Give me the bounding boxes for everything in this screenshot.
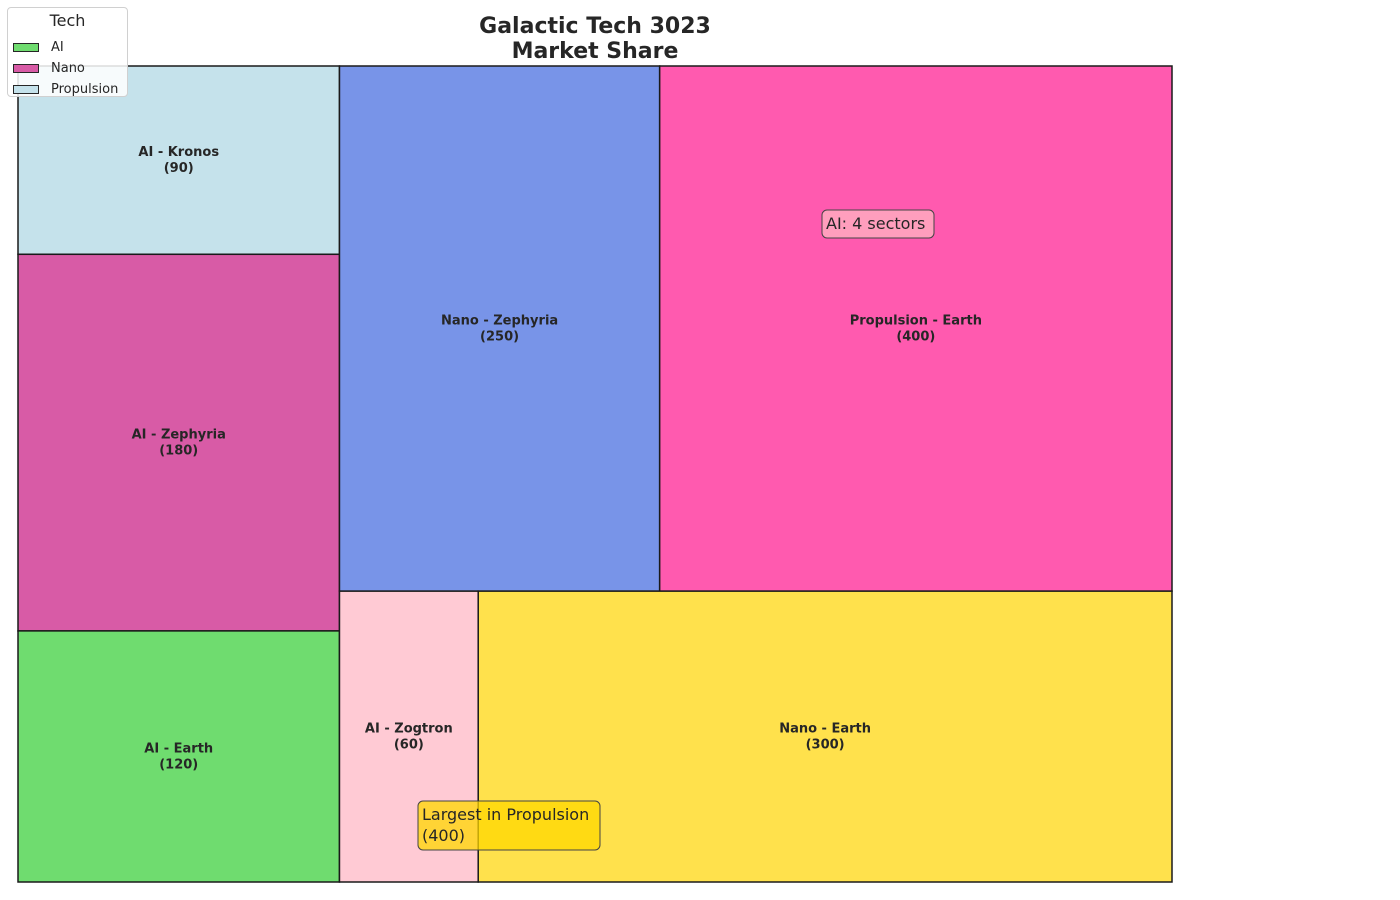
legend: Tech AI Nano Propulsion: [7, 7, 128, 97]
treemap-value-ai-earth: (120): [159, 757, 198, 772]
annotation-text-2-2: (400): [422, 826, 465, 845]
chart-title: Galactic Tech 3023 Market Share: [395, 14, 795, 64]
annotation-text-1-1: AI: 4 sectors: [826, 214, 925, 233]
legend-label-propulsion: Propulsion: [51, 82, 119, 97]
legend-swatch-nano: [13, 64, 39, 73]
chart-title-line-1: Galactic Tech 3023: [479, 14, 711, 39]
treemap-value-ai-kronos: (90): [164, 161, 194, 176]
treemap-rect-ai-earth: [17, 630, 341, 883]
treemap-cell-ai-zephyria: AI - Zephyria(180): [17, 253, 341, 632]
treemap-label-ai-zephyria: AI - Zephyria: [132, 428, 226, 443]
legend-label-nano: Nano: [51, 61, 85, 76]
legend-title: Tech: [49, 11, 86, 30]
treemap-label-ai-zogtron: AI - Zogtron: [365, 722, 453, 737]
treemap-value-nano-zephyria: (250): [480, 330, 519, 345]
annotation-text-2-1: Largest in Propulsion: [422, 805, 589, 824]
treemap-value-ai-zephyria: (180): [159, 444, 198, 459]
treemap-rect-nano-zephyria: [338, 65, 661, 592]
treemap-value-nano-earth: (300): [806, 738, 845, 753]
legend-item-nano: Nano: [13, 61, 125, 77]
legend-swatch-propulsion: [13, 85, 39, 94]
legend-swatch-ai: [13, 43, 39, 52]
legend-item-propulsion: Propulsion: [13, 82, 125, 98]
chart-title-line-2: Market Share: [511, 39, 679, 64]
treemap-label-propulsion-earth: Propulsion - Earth: [850, 314, 982, 329]
legend-label-ai: AI: [51, 40, 64, 55]
treemap-label-nano-zephyria: Nano - Zephyria: [441, 314, 558, 329]
treemap-label-nano-earth: Nano - Earth: [779, 722, 871, 737]
treemap-label-ai-earth: AI - Earth: [144, 741, 213, 756]
treemap-value-ai-zogtron: (60): [394, 738, 424, 753]
annotation-1: AI: 4 sectors: [821, 209, 935, 239]
annotation-box-2: [417, 800, 601, 851]
treemap-label-ai-kronos: AI - Kronos: [138, 145, 219, 160]
treemap-rect-propulsion-earth: [658, 65, 1173, 592]
treemap-value-propulsion-earth: (400): [896, 330, 935, 345]
annotation-2: Largest in Propulsion (400): [417, 800, 601, 851]
treemap-cell-ai-kronos: AI - Kronos(90): [17, 65, 341, 256]
treemap-cell-nano-zephyria: Nano - Zephyria(250): [338, 65, 661, 592]
legend-item-ai: AI: [13, 40, 125, 56]
annotation-box-1: [821, 209, 935, 239]
treemap-rect-ai-kronos: [17, 65, 341, 256]
treemap-cell-propulsion-earth: Propulsion - Earth(400): [658, 65, 1173, 592]
treemap-cell-ai-earth: AI - Earth(120): [17, 630, 341, 883]
